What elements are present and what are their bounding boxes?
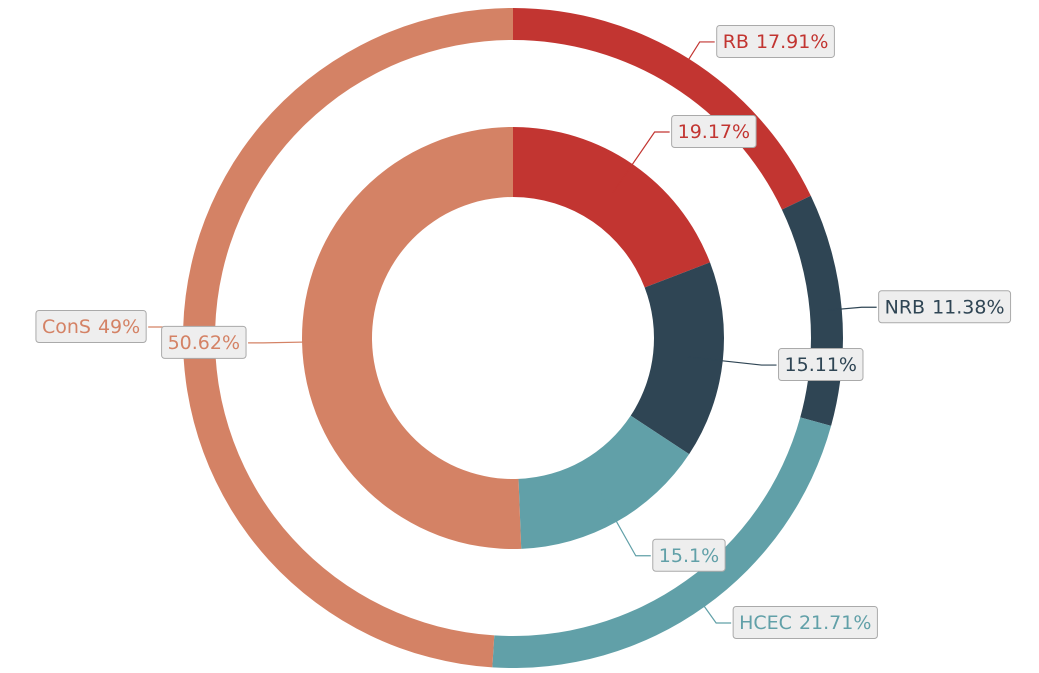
label-box: [652, 538, 726, 572]
data-label: RB 17.91%: [723, 30, 829, 52]
category-label: NRB: [885, 296, 925, 318]
value-label: 15.1%: [659, 544, 719, 566]
label-box: [716, 24, 835, 58]
leader-line: [598, 491, 651, 557]
category-label: RB: [723, 30, 749, 52]
data-label: 15.11%: [785, 354, 857, 376]
pie-segment: [302, 127, 522, 549]
label-box: [671, 114, 757, 148]
value-label: 19.17%: [678, 120, 750, 142]
value-label: 11.38%: [932, 296, 1004, 318]
pie-segment: [518, 415, 690, 549]
leader-line: [612, 131, 670, 194]
data-label: NRB 11.38%: [885, 296, 1005, 318]
label-box: [35, 310, 147, 344]
pie-segment: [781, 195, 843, 426]
category-label: HCEC: [739, 612, 792, 634]
leader-line: [248, 340, 338, 344]
pie-segment: [492, 417, 832, 668]
data-label: ConS 49%: [42, 316, 140, 338]
label-box: [161, 325, 247, 359]
data-label: 19.17%: [678, 120, 750, 142]
value-label: 21.71%: [799, 612, 871, 634]
pie-segment: [513, 8, 811, 210]
data-label: HCEC 21.71%: [739, 612, 871, 634]
label-box: [878, 290, 1012, 324]
data-label: 50.62%: [168, 331, 240, 353]
value-label: 50.62%: [168, 331, 240, 353]
leader-line: [680, 41, 715, 72]
leader-line: [695, 594, 732, 624]
pie-segment: [630, 262, 725, 455]
value-label: 15.11%: [785, 354, 857, 376]
value-label: 49%: [98, 316, 140, 338]
data-label: 15.1%: [659, 544, 719, 566]
leader-line: [687, 356, 777, 366]
category-label: ConS: [42, 316, 91, 338]
leader-line: [826, 306, 877, 311]
label-box: [778, 348, 864, 382]
pie-segment: [513, 127, 711, 288]
label-box: [732, 606, 878, 640]
value-label: 17.91%: [756, 30, 828, 52]
